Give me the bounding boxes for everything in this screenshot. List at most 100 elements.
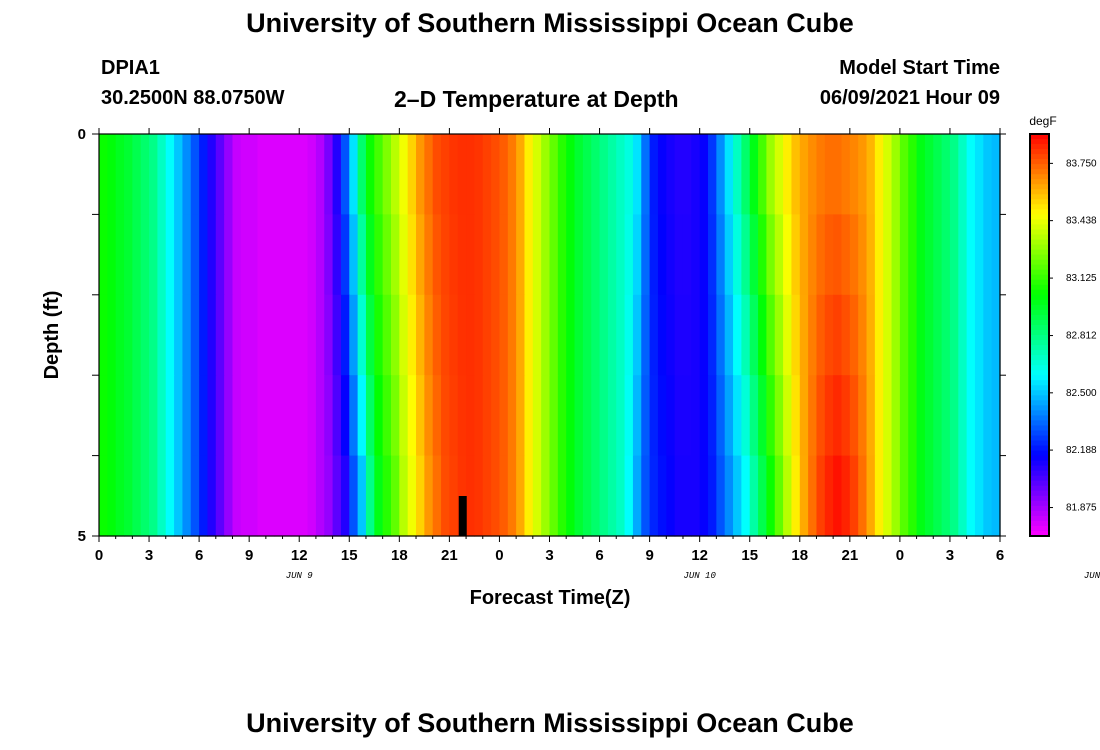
heatmap-cell bbox=[265, 214, 275, 296]
heatmap-cell bbox=[774, 294, 784, 376]
heatmap-cell bbox=[808, 375, 818, 457]
colorbar-segment bbox=[1030, 375, 1049, 381]
heatmap-cell bbox=[432, 375, 442, 457]
heatmap-cell bbox=[357, 214, 367, 296]
heatmap-cell bbox=[941, 134, 951, 215]
heatmap-cell bbox=[257, 214, 267, 296]
colorbar: 83.750 83.438 83.125 82.812 82.500 82.188 81.8… bbox=[1029, 133, 1097, 537]
heatmap-cell bbox=[265, 134, 275, 215]
heatmap-cell bbox=[499, 455, 509, 537]
heatmap-cell bbox=[315, 214, 325, 296]
heatmap-cell bbox=[808, 214, 818, 296]
heatmap-cell bbox=[716, 294, 726, 376]
heatmap-cell bbox=[632, 375, 642, 457]
heatmap-cell bbox=[182, 294, 192, 376]
heatmap-cell bbox=[224, 134, 234, 215]
heatmap-cell bbox=[482, 214, 492, 296]
heatmap-cell bbox=[566, 455, 576, 537]
heatmap-cell bbox=[791, 455, 801, 537]
heatmap-cell bbox=[674, 294, 684, 376]
heatmap-cell bbox=[157, 294, 167, 376]
date-labels: JUN 9 JUN 10 JUN 11 bbox=[286, 571, 1100, 581]
heatmap-cell bbox=[783, 455, 793, 537]
heatmap-cell bbox=[758, 134, 767, 215]
heatmap-cell bbox=[766, 294, 776, 376]
heatmap-cell bbox=[424, 455, 434, 537]
heatmap-cell bbox=[432, 134, 442, 215]
heatmap-cell bbox=[157, 214, 167, 296]
heatmap-cell bbox=[307, 375, 317, 457]
heatmap-cell bbox=[791, 375, 801, 457]
colorbar-segment bbox=[1030, 324, 1049, 331]
heatmap-cell bbox=[140, 375, 150, 457]
page-title: University of Southern Mississippi Ocean… bbox=[246, 8, 854, 38]
heatmap-cell bbox=[516, 455, 526, 537]
x-axis-label: Forecast Time(Z) bbox=[470, 587, 631, 609]
heatmap-cell bbox=[966, 134, 976, 215]
heatmap-cell bbox=[716, 214, 726, 296]
colorbar-segment bbox=[1030, 314, 1049, 321]
heatmap-cell bbox=[532, 455, 542, 537]
heatmap-cell bbox=[691, 294, 701, 376]
heatmap-cell bbox=[933, 375, 943, 457]
colorbar-segment bbox=[1030, 515, 1049, 522]
colorbar-segment bbox=[1030, 360, 1049, 366]
heatmap-cell bbox=[933, 214, 943, 296]
heatmap-cell bbox=[374, 294, 384, 376]
x-tick-label: 0 bbox=[495, 547, 503, 564]
x-tick-label: 21 bbox=[841, 547, 858, 564]
colorbar-segment bbox=[1030, 390, 1049, 396]
heatmap-cell bbox=[733, 375, 742, 457]
heatmap-cell bbox=[974, 455, 984, 537]
x-tick-label: 15 bbox=[341, 547, 358, 564]
colorbar-segment bbox=[1030, 214, 1049, 221]
colorbar-segment bbox=[1030, 184, 1049, 190]
heatmap-cell bbox=[949, 375, 959, 457]
heatmap-cell bbox=[666, 134, 676, 215]
heatmap-cell bbox=[349, 134, 359, 215]
heatmap-cell bbox=[891, 134, 901, 215]
x-tick-label: 15 bbox=[741, 547, 758, 564]
heatmap-cell bbox=[632, 294, 642, 376]
heatmap-cell bbox=[257, 375, 267, 457]
colorbar-segment bbox=[1030, 299, 1049, 306]
heatmap-cell bbox=[157, 134, 167, 215]
heatmap-cell bbox=[883, 134, 893, 215]
heatmap-cell bbox=[649, 134, 659, 215]
heatmap-cell bbox=[766, 375, 776, 457]
heatmap-cell bbox=[758, 214, 767, 296]
heatmap-cell bbox=[974, 294, 984, 376]
heatmap-cell bbox=[574, 134, 584, 215]
heatmap-cell bbox=[399, 455, 409, 537]
heatmap-cell bbox=[833, 455, 843, 537]
heatmap-cell bbox=[282, 214, 292, 296]
heatmap-cell bbox=[858, 375, 868, 457]
heatmap-cell bbox=[758, 294, 767, 376]
heatmap-cell bbox=[824, 455, 834, 537]
heatmap-cell bbox=[924, 134, 934, 215]
colorbar-segment bbox=[1030, 284, 1049, 291]
colorbar-segment bbox=[1030, 445, 1049, 452]
heatmap-cell bbox=[991, 294, 1001, 376]
heatmap-cell bbox=[708, 134, 717, 215]
heatmap-markers bbox=[458, 496, 467, 536]
heatmap-cell bbox=[841, 294, 851, 376]
heatmap-cell bbox=[741, 455, 751, 537]
heatmap-cell bbox=[933, 294, 943, 376]
colorbar-segment bbox=[1030, 224, 1049, 231]
heatmap-cell bbox=[924, 214, 934, 296]
heatmap-cell bbox=[666, 375, 676, 457]
heatmap-cell bbox=[491, 134, 501, 215]
colorbar-segment bbox=[1030, 179, 1049, 185]
heatmap-cell bbox=[916, 294, 926, 376]
heatmap-cell bbox=[299, 134, 309, 215]
heatmap-cell bbox=[799, 134, 809, 215]
heatmap-cell bbox=[107, 214, 117, 296]
heatmap-cell bbox=[557, 214, 567, 296]
heatmap-cell bbox=[849, 294, 859, 376]
heatmap-cell bbox=[974, 375, 984, 457]
heatmap-cell bbox=[491, 455, 501, 537]
heatmap-cell bbox=[682, 214, 692, 296]
heatmap-cell bbox=[232, 214, 242, 296]
heatmap-cell bbox=[349, 375, 359, 457]
